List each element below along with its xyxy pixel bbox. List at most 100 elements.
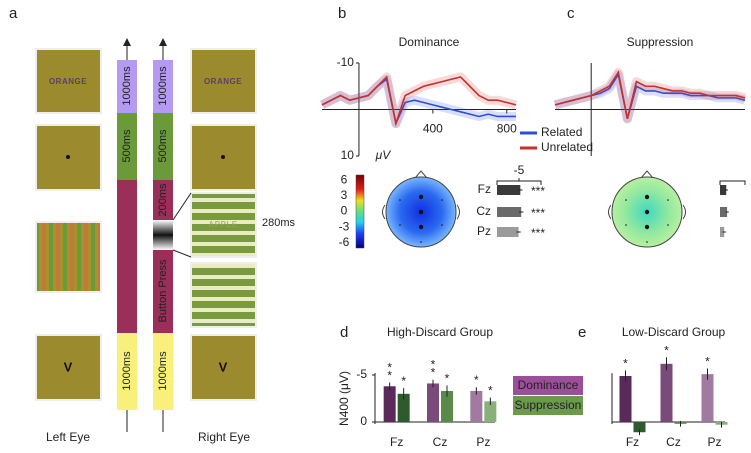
- segment: [153, 333, 173, 410]
- y-axis-label: N400 (μV): [337, 371, 351, 426]
- bar: [427, 383, 439, 422]
- duration: 500ms: [157, 129, 169, 163]
- x-tick-label: Pz: [707, 435, 721, 449]
- bar: [470, 390, 483, 422]
- zoom-line: [172, 249, 192, 258]
- stimulus-box: [190, 48, 257, 114]
- star: *: [401, 374, 406, 388]
- segment: [117, 60, 137, 113]
- panel-label: a: [9, 5, 18, 22]
- bar: [484, 401, 497, 422]
- colorbar-tick-label: -3: [339, 219, 350, 233]
- topomap: [382, 170, 686, 248]
- colorbar-tick-label: 6: [341, 172, 348, 186]
- x-tick-label: -5: [514, 163, 525, 177]
- eye-label: Left Eye: [46, 430, 90, 444]
- chart-title: High-Discard Group: [387, 325, 493, 339]
- bar: [441, 390, 453, 422]
- stimulus-box: [35, 48, 102, 114]
- panel-label: c: [567, 5, 575, 22]
- duration: Button Press: [157, 259, 169, 322]
- target: V: [219, 359, 228, 374]
- segment: [153, 250, 173, 333]
- significance: ***: [531, 206, 545, 220]
- segment: [153, 180, 173, 220]
- prime-word: APPLE: [208, 220, 237, 229]
- y-tick-label: 0: [360, 414, 367, 428]
- stimulus-box: [190, 262, 257, 328]
- star: *: [431, 366, 436, 380]
- bar: [660, 363, 673, 422]
- word: ORANGE: [49, 77, 87, 86]
- significance: *: [401, 374, 406, 388]
- segment: [117, 113, 137, 180]
- panel-label: b: [338, 5, 346, 22]
- category-label: Fz: [478, 182, 491, 196]
- duration: 1000ms: [157, 351, 169, 391]
- chart-title: Dominance: [399, 35, 460, 49]
- star: *: [623, 357, 628, 371]
- category-label: Pz: [477, 224, 491, 238]
- duration: 1000ms: [157, 66, 169, 106]
- legend-label: Suppression: [515, 398, 582, 412]
- significance: *: [445, 372, 450, 386]
- colorbar: [355, 174, 365, 249]
- stimulus-box: [35, 334, 102, 401]
- chart-title: Suppression: [627, 35, 694, 49]
- duration: 1000ms: [121, 351, 133, 391]
- stimulus-box: [190, 192, 257, 258]
- arrowhead: [123, 38, 167, 46]
- legend-label: Related: [541, 125, 582, 139]
- significance: * *: [431, 358, 436, 380]
- erp-line: [321, 75, 517, 127]
- panel-a: a ORANGE ORANGE APPLE V V Left Eye Right…: [9, 5, 296, 444]
- star: *: [705, 355, 710, 369]
- bar: [619, 376, 632, 422]
- stimulus-box: [35, 221, 102, 293]
- x-tick-label: 400: [423, 122, 443, 136]
- colorbar-tick-label: -6: [339, 235, 350, 249]
- significance: *: [664, 343, 669, 357]
- zoom-line: [172, 192, 192, 221]
- y-unit: μV: [375, 148, 392, 162]
- segment: [153, 60, 173, 113]
- star: *: [664, 343, 669, 357]
- duration: 1000ms: [121, 66, 133, 106]
- x-tick-label: Fz: [390, 435, 403, 449]
- fixation: [66, 155, 70, 159]
- significance: ***: [531, 184, 545, 198]
- bar: [701, 374, 714, 422]
- eye-label: Right Eye: [198, 430, 250, 444]
- stimulus-box: [190, 334, 257, 401]
- erp-line: [554, 70, 746, 119]
- legend-label: Unrelated: [541, 140, 593, 154]
- x-tick-label: Pz: [476, 435, 490, 449]
- colorbar-tick-label: 0: [341, 204, 348, 218]
- legend-swatch: [513, 376, 583, 395]
- y-tick-label: 10: [341, 148, 355, 162]
- category-label: Cz: [476, 204, 491, 218]
- bar: [720, 227, 725, 237]
- segment: [117, 180, 137, 333]
- y-tick-label: -5: [356, 367, 367, 381]
- x-axis: [719, 180, 746, 185]
- star: *: [431, 358, 436, 372]
- bar: [397, 393, 410, 422]
- panel-label: e: [578, 324, 586, 341]
- bar: [497, 207, 522, 217]
- significance: *: [705, 355, 710, 369]
- bar: [383, 386, 396, 422]
- significance: *: [474, 373, 479, 387]
- star: *: [488, 384, 493, 398]
- colorbar-tick-label: 3: [341, 188, 348, 202]
- significance: * *: [387, 361, 392, 383]
- significance: *: [488, 384, 493, 398]
- significance: *: [623, 357, 628, 371]
- legend-label: Dominance: [518, 378, 579, 392]
- star: *: [474, 373, 479, 387]
- x-tick-label: Cz: [433, 435, 448, 449]
- x-tick-label: 800: [497, 122, 517, 136]
- word: ORANGE: [204, 77, 242, 86]
- bar: [497, 185, 521, 195]
- panel-label: d: [340, 324, 348, 341]
